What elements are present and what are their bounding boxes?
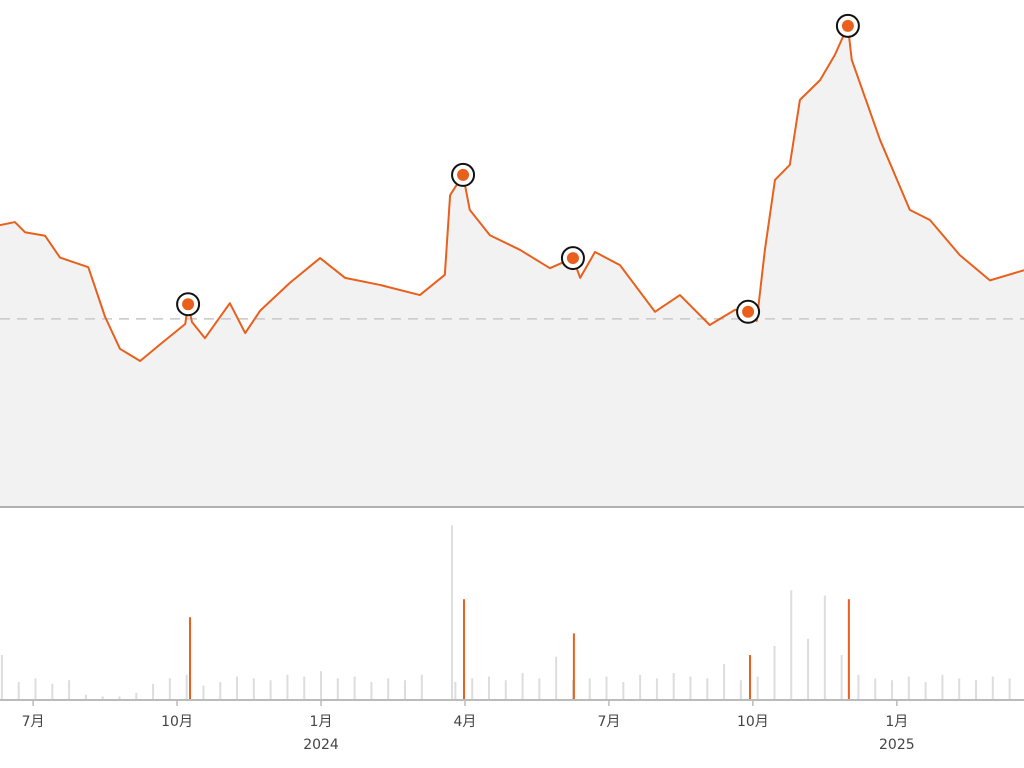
volume-bar	[152, 683, 155, 700]
x-tick-label: 10月	[737, 714, 769, 730]
volume-bar	[790, 590, 793, 700]
volume-bar	[471, 678, 474, 700]
volume-bar	[706, 678, 709, 700]
volume-bar	[807, 638, 810, 700]
volume-bar	[320, 671, 323, 700]
volume-bar	[118, 696, 121, 700]
volume-bar	[168, 678, 171, 700]
volume-bar	[17, 682, 20, 700]
volume-bar	[689, 676, 692, 700]
volume-bar	[941, 674, 944, 700]
volume-bar	[420, 674, 423, 700]
volume-bar	[840, 655, 843, 700]
volume-bar	[555, 656, 558, 700]
volume-bar	[353, 676, 356, 700]
volume-bar	[975, 680, 978, 700]
volume-bar	[958, 678, 961, 700]
volume-bar	[572, 633, 575, 700]
volume-bar	[756, 676, 759, 700]
volume-bar	[202, 685, 205, 700]
volume-bar	[639, 674, 642, 700]
volume-bar	[874, 678, 877, 700]
volume-bar	[521, 673, 524, 700]
volume-bar	[135, 692, 138, 700]
volume-bar	[0, 655, 3, 700]
volume-bar	[463, 599, 466, 700]
volume-bar	[303, 676, 306, 700]
event-dot	[742, 305, 755, 318]
volume-bar	[370, 682, 373, 700]
volume-bar	[101, 696, 104, 700]
volume-bar	[605, 676, 608, 700]
volume-bar	[538, 678, 541, 700]
volume-bar	[269, 680, 272, 700]
volume-bar	[991, 676, 994, 700]
volume-bar	[387, 678, 390, 700]
event-dot	[566, 252, 579, 265]
x-year-label: 2024	[303, 737, 339, 753]
volume-bar	[588, 678, 591, 700]
volume-bar	[907, 676, 910, 700]
x-tick-label: 1月	[310, 714, 333, 730]
area-fill	[0, 25, 1024, 508]
event-dot	[841, 19, 854, 32]
volume-bar	[336, 678, 339, 700]
volume-bar	[286, 674, 289, 700]
price-line	[0, 24, 1024, 362]
volume-bar	[1008, 678, 1011, 700]
volume-bar	[672, 673, 675, 700]
x-tick-label: 7月	[597, 714, 620, 730]
volume-bar	[236, 676, 239, 700]
volume-bar	[857, 674, 860, 700]
volume-bar	[891, 680, 894, 700]
volume-bar	[823, 595, 826, 700]
volume-bar	[739, 680, 742, 700]
event-dot	[457, 168, 470, 181]
volume-bar	[68, 680, 71, 700]
volume-bar	[185, 674, 188, 700]
volume-bar	[487, 676, 490, 700]
volume-bar	[773, 646, 776, 700]
volume-bar	[655, 678, 658, 700]
volume-bar	[847, 599, 850, 700]
volume-bar	[749, 655, 752, 700]
volume-bar	[34, 678, 37, 700]
volume-bar	[219, 682, 222, 700]
volume-bar	[84, 694, 87, 700]
event-dot	[182, 298, 195, 311]
x-tick-label: 7月	[22, 714, 45, 730]
volume-bar	[403, 680, 406, 700]
x-year-label: 2025	[879, 737, 915, 753]
x-tick-label: 10月	[161, 714, 193, 730]
volume-bar	[723, 664, 726, 700]
volume-bar	[454, 682, 457, 700]
volume-bar	[451, 525, 454, 700]
volume-bar	[252, 678, 255, 700]
volume-bar	[924, 682, 927, 700]
volume-bar	[622, 682, 625, 700]
volume-bar	[51, 683, 54, 700]
x-tick-label: 1月	[885, 714, 908, 730]
x-tick-label: 4月	[454, 714, 477, 730]
volume-bar	[504, 680, 507, 700]
volume-bar	[189, 617, 192, 700]
